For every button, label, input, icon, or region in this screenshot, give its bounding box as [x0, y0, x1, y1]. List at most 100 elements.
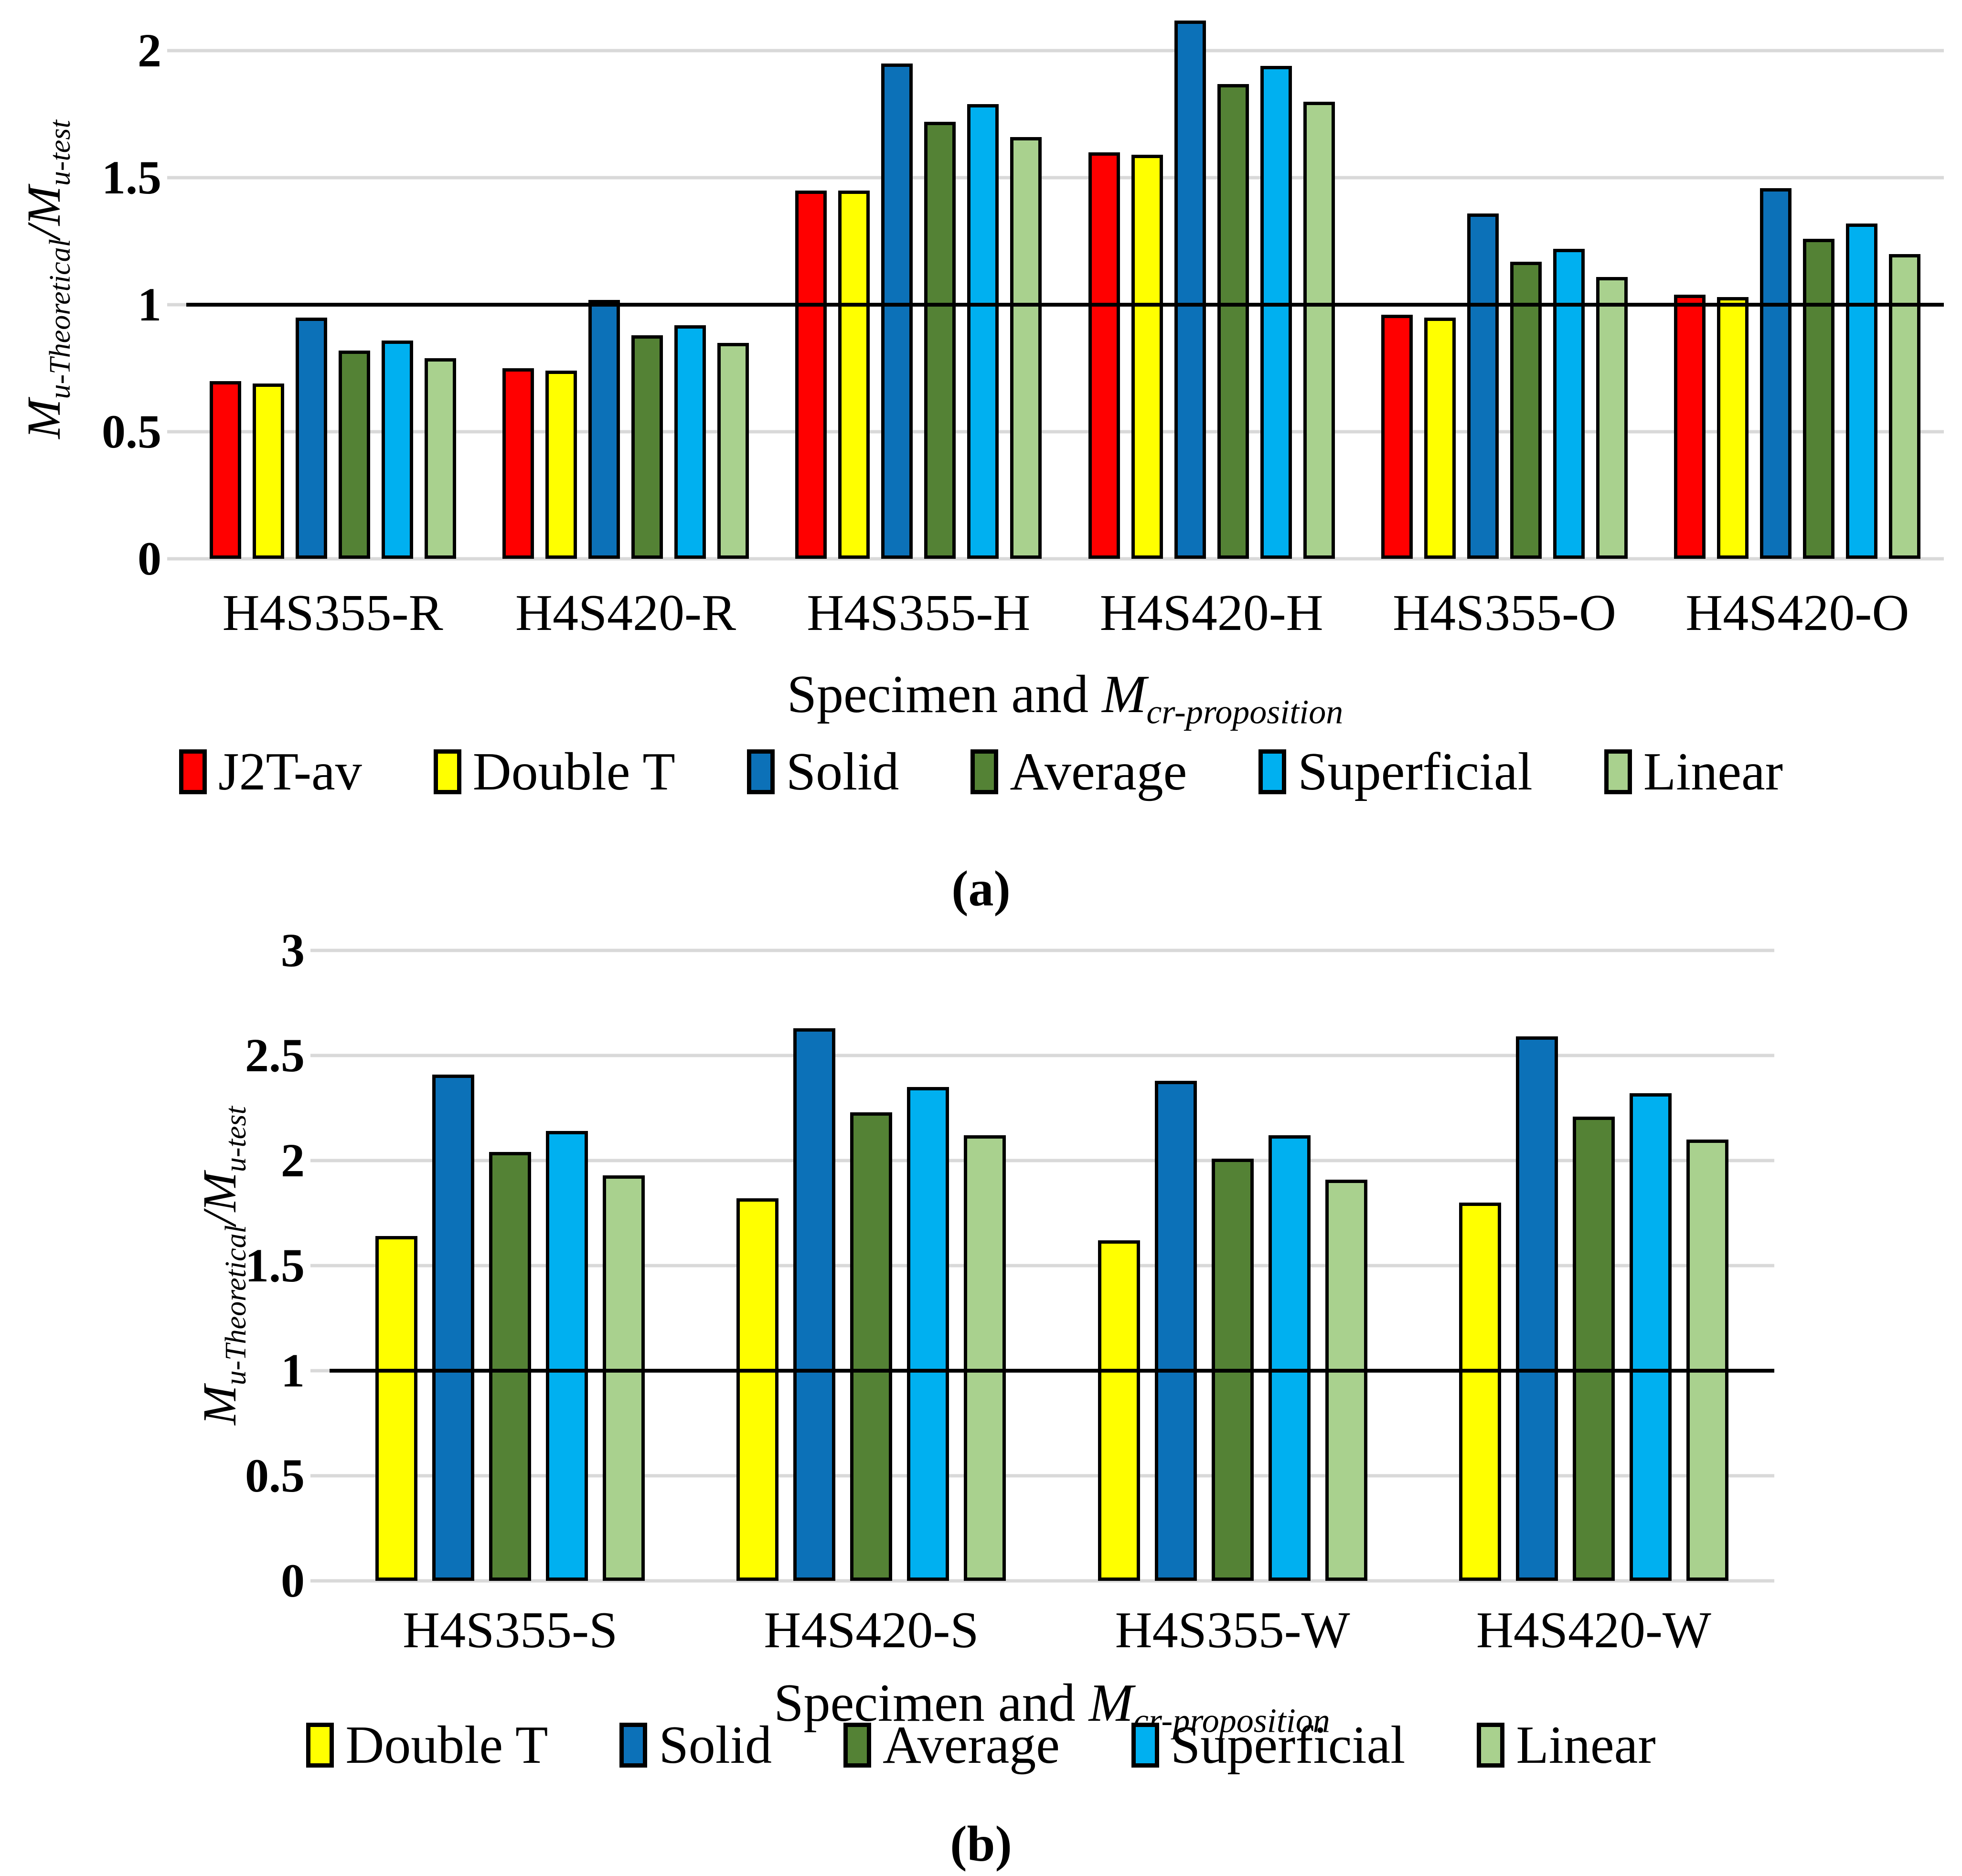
chart-b-y-axis-title: Mu-Theoretical/Mu-test	[193, 950, 252, 1581]
legend-item-Average: Average	[843, 1718, 1060, 1772]
y-axis-title-slash: /	[17, 225, 70, 239]
gridline-y-1.5	[310, 1264, 1774, 1268]
bar-H4S355-R-Average	[338, 350, 370, 559]
bar-H4S420-R-Linear	[717, 342, 749, 559]
x-tick-label-H4S420-H: H4S420-H	[1099, 585, 1323, 641]
legend-swatch-Superficial	[1258, 749, 1287, 794]
x-tick-label-H4S355-S: H4S355-S	[403, 1602, 618, 1659]
bar-H4S355-W-Double-T	[1098, 1240, 1140, 1581]
bar-H4S420-W-Linear	[1686, 1140, 1728, 1581]
bar-H4S420-R-Double-T	[545, 371, 577, 559]
legend-item-Solid: Solid	[746, 745, 899, 799]
bar-group-H4S420-S	[691, 950, 1052, 1581]
y-tick-label-1.5: 1.5	[245, 1239, 305, 1292]
legend-label: J2T-av	[218, 742, 362, 801]
bar-H4S420-S-Superficial	[907, 1087, 949, 1581]
bar-H4S420-R-Superficial	[674, 325, 706, 559]
legend-label: Double T	[472, 742, 675, 801]
legend-label: Solid	[659, 1716, 772, 1775]
gridline-y-3	[310, 949, 1774, 952]
legend-swatch-Solid	[619, 1723, 648, 1768]
x-axis-title-m: M	[1088, 1673, 1133, 1733]
gridline-y-0.5	[167, 430, 1944, 434]
bar-H4S355-H-Solid	[881, 63, 913, 559]
gridline-y-1.5	[167, 176, 1944, 180]
legend-label: Double T	[345, 1716, 548, 1775]
legend-label: Average	[883, 1716, 1060, 1775]
bar-group-H4S355-R	[186, 0, 479, 559]
x-axis-title-sub: cr-proposition	[1146, 693, 1344, 731]
legend-label: Superficial	[1171, 1716, 1406, 1775]
bar-H4S355-H-Average	[924, 122, 956, 559]
bar-H4S420-H-J2T-av	[1088, 152, 1120, 559]
x-tick-label-H4S420-S: H4S420-S	[764, 1602, 979, 1659]
legend-item-Solid: Solid	[619, 1718, 772, 1772]
chart-a-plot-area: 0 0.5 1 1.5 2	[102, 0, 1944, 583]
legend-item-Double-T: Double T	[306, 1718, 548, 1772]
legend-swatch-Average	[843, 1723, 871, 1768]
bar-group-H4S420-W	[1413, 950, 1774, 1581]
bar-H4S420-W-Solid	[1515, 1036, 1558, 1581]
y-axis-title-m1: M	[17, 399, 70, 439]
bar-H4S420-R-Average	[631, 335, 663, 559]
bar-H4S420-H-Average	[1217, 84, 1249, 559]
y-tick-label-1: 1	[281, 1344, 305, 1397]
bar-group-H4S355-S	[330, 950, 691, 1581]
gridline-y-2.5	[310, 1054, 1774, 1057]
y-axis-title-sub1: u-Theoretical	[44, 239, 76, 399]
chart-a-caption: (a)	[951, 861, 1011, 917]
bar-H4S420-O-Double-T	[1717, 297, 1749, 559]
gridline-y-2	[310, 1159, 1774, 1162]
bar-H4S420-H-Solid	[1174, 20, 1206, 559]
bar-H4S355-S-Average	[489, 1152, 532, 1581]
x-axis-title-sub: cr-proposition	[1133, 1701, 1330, 1740]
legend-item-Linear: Linear	[1477, 1716, 1656, 1775]
bar-H4S355-H-Superficial	[967, 104, 999, 559]
chart-b-plot-area: 0 0.5 1 1.5 2 2.5 3	[245, 927, 1774, 1605]
legend-label: Linear	[1643, 742, 1783, 801]
bar-H4S420-S-Double-T	[736, 1198, 779, 1581]
bar-H4S355-H-Double-T	[838, 190, 870, 559]
bar-group-H4S420-H	[1065, 0, 1358, 559]
x-tick-label-H4S420-O: H4S420-O	[1685, 585, 1909, 641]
bar-H4S420-R-Solid	[588, 299, 620, 559]
bar-H4S355-S-Linear	[603, 1175, 645, 1581]
legend-item-J2T-av: J2T-av	[179, 745, 362, 799]
x-tick-label-H4S355-W: H4S355-W	[1115, 1602, 1350, 1659]
y-tick-label-1.5: 1.5	[102, 151, 161, 204]
bar-group-H4S355-O	[1358, 0, 1651, 559]
bar-H4S420-O-J2T-av	[1674, 294, 1706, 559]
x-axis-title-text: Specimen and	[787, 665, 1102, 724]
bar-H4S420-H-Linear	[1303, 101, 1335, 559]
y-axis-title-m1: M	[193, 1385, 246, 1425]
bar-H4S420-O-Average	[1803, 238, 1835, 559]
bar-H4S355-H-Linear	[1010, 137, 1042, 559]
bar-H4S420-S-Linear	[964, 1135, 1006, 1581]
bar-H4S355-R-J2T-av	[209, 381, 241, 559]
y-axis-title-sub2: u-test	[44, 120, 76, 186]
bar-H4S420-S-Average	[850, 1112, 893, 1581]
legend-label: Average	[1010, 742, 1187, 801]
x-tick-label-H4S420-R: H4S420-R	[515, 585, 736, 641]
y-tick-label-0.5: 0.5	[102, 405, 161, 458]
bar-H4S355-O-J2T-av	[1381, 315, 1413, 559]
bar-H4S420-S-Solid	[793, 1028, 836, 1581]
gridline-y-0.5	[310, 1474, 1774, 1478]
y-axis-title-sub2: u-test	[220, 1106, 252, 1172]
x-axis-title-text: Specimen and	[774, 1673, 1089, 1733]
y-axis-title-slash: /	[193, 1212, 246, 1226]
legend-swatch-Double-T	[433, 749, 461, 794]
bar-H4S355-O-Superficial	[1553, 249, 1585, 559]
bar-H4S355-W-Superficial	[1268, 1135, 1311, 1581]
chart-b-caption: (b)	[950, 1816, 1012, 1872]
bar-group-H4S355-W	[1052, 950, 1413, 1581]
legend-item-Average: Average	[970, 745, 1187, 799]
bar-H4S420-O-Solid	[1760, 188, 1792, 559]
bar-H4S355-R-Linear	[424, 358, 456, 559]
legend-label: Linear	[1516, 1716, 1656, 1775]
bar-H4S355-W-Linear	[1325, 1179, 1367, 1581]
legend-swatch-Linear	[1604, 749, 1632, 794]
bar-H4S420-W-Superficial	[1629, 1093, 1672, 1581]
legend-swatch-J2T-av	[179, 749, 207, 794]
